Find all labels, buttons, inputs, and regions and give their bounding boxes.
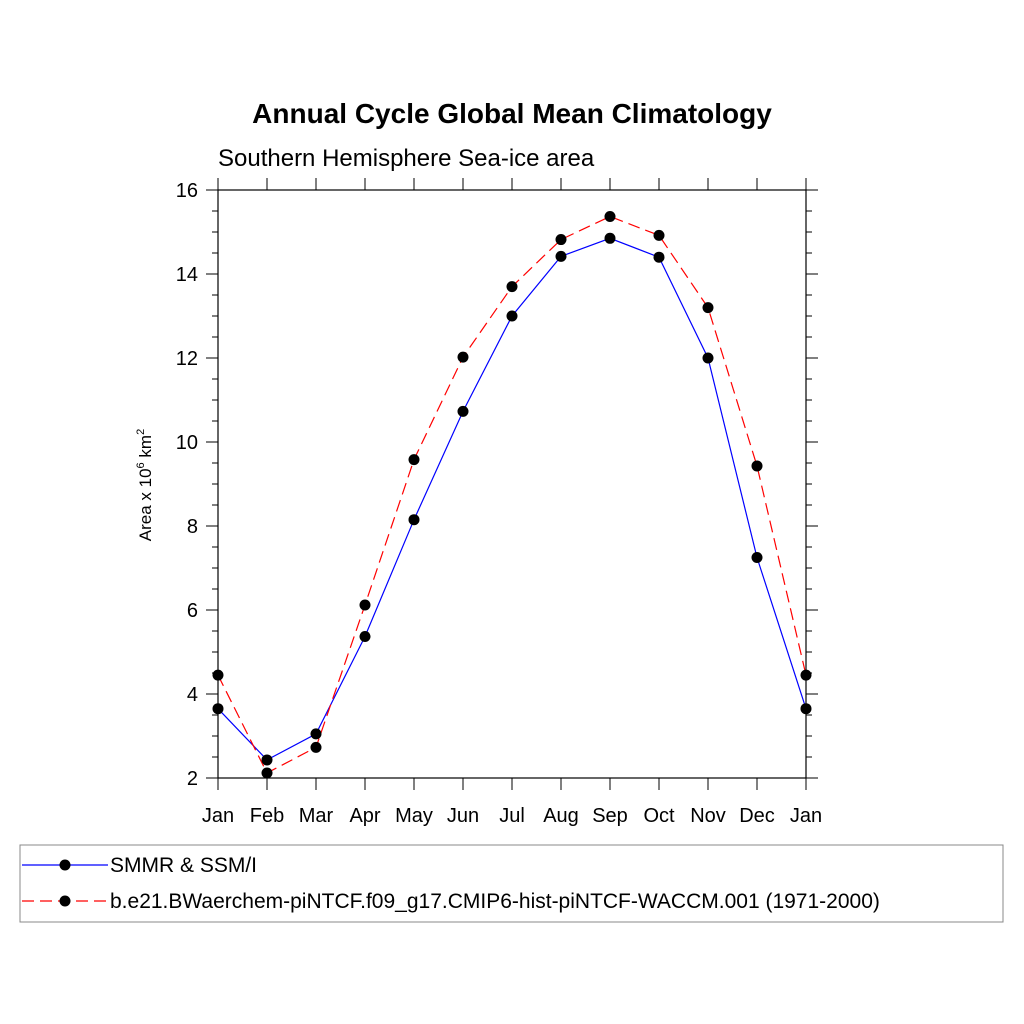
legend-marker-1 [59, 859, 71, 871]
series-1-point [800, 703, 812, 715]
y-tick-label: 6 [187, 600, 198, 622]
y-tick-label: 12 [176, 348, 198, 370]
series-1-point [310, 728, 322, 740]
series-1-point [702, 352, 714, 364]
y-tick-label: 14 [176, 264, 198, 286]
legend: SMMR & SSM/I b.e21.BWaerchem-piNTCF.f09_g… [19, 844, 1004, 923]
series-1-point [212, 703, 224, 715]
series-1-point [359, 630, 371, 642]
x-tick-label: Jun [447, 805, 479, 827]
chart-title: Annual Cycle Global Mean Climatology [252, 98, 772, 129]
y-axis-label-prefix: Area x 10 [136, 468, 155, 541]
series-2-point [212, 669, 224, 681]
x-tick-label: Dec [739, 805, 775, 827]
x-tick-label: Mar [299, 805, 334, 827]
series-2-point [310, 741, 322, 753]
x-tick-label: Aug [543, 805, 579, 827]
y-tick-label: 2 [187, 768, 198, 790]
legend-label-1: SMMR & SSM/I [110, 854, 257, 877]
y-tick-label: 16 [176, 180, 198, 202]
plot-frame [217, 189, 807, 779]
axes: 2 4 6 8 10 12 14 16 Jan Feb Mar Apr May Jun Jul Aug Sep O… [176, 178, 822, 827]
series-1-point [555, 250, 567, 262]
y-tick-label: 10 [176, 432, 198, 454]
series-2-point [261, 767, 273, 779]
y-tick-label: 8 [187, 516, 198, 538]
legend-label-2: b.e21.BWaerchem-piNTCF.f09_g17.CMIP6-his… [110, 890, 880, 913]
legend-marker-2 [59, 895, 71, 907]
x-tick-label: Feb [250, 805, 284, 827]
series-1-point [457, 405, 469, 417]
series-2-point [604, 210, 616, 222]
series-2-point [800, 669, 812, 681]
chart-subtitle: Southern Hemisphere Sea-ice area [218, 145, 595, 172]
y-axis-label-mid: km [136, 435, 155, 462]
series-1-point [261, 754, 273, 766]
series-line-2 [217, 215, 807, 774]
series-2-point [408, 454, 420, 466]
x-tick-label: Oct [643, 805, 675, 827]
series-2-point [555, 234, 567, 246]
x-tick-label: Apr [349, 805, 380, 827]
x-tick-label: Nov [690, 805, 726, 827]
series-1-point [604, 232, 616, 244]
y-axis-label-exp1: 6 [135, 462, 147, 468]
series-2-point [653, 229, 665, 241]
y-axis-label: Area x 106 km2 [135, 429, 155, 541]
series-2-point [506, 281, 518, 293]
x-tick-label: Sep [592, 805, 628, 827]
series-1-point [653, 251, 665, 263]
series-2-point [457, 351, 469, 363]
x-tick-label: Jan [202, 805, 234, 827]
x-tick-label: Jan [790, 805, 822, 827]
series-2-point [702, 302, 714, 314]
x-tick-label: May [395, 805, 433, 827]
series-1-point [408, 514, 420, 526]
series-1-point [751, 552, 763, 563]
y-tick-label: 4 [187, 684, 198, 706]
series-2-point [359, 599, 371, 611]
legend-box [19, 844, 1004, 923]
series-1-point [506, 310, 518, 322]
series-2-point [751, 460, 763, 472]
series-layer [212, 210, 812, 779]
y-axis-label-exp2: 2 [135, 429, 147, 435]
x-tick-label: Jul [499, 805, 525, 827]
